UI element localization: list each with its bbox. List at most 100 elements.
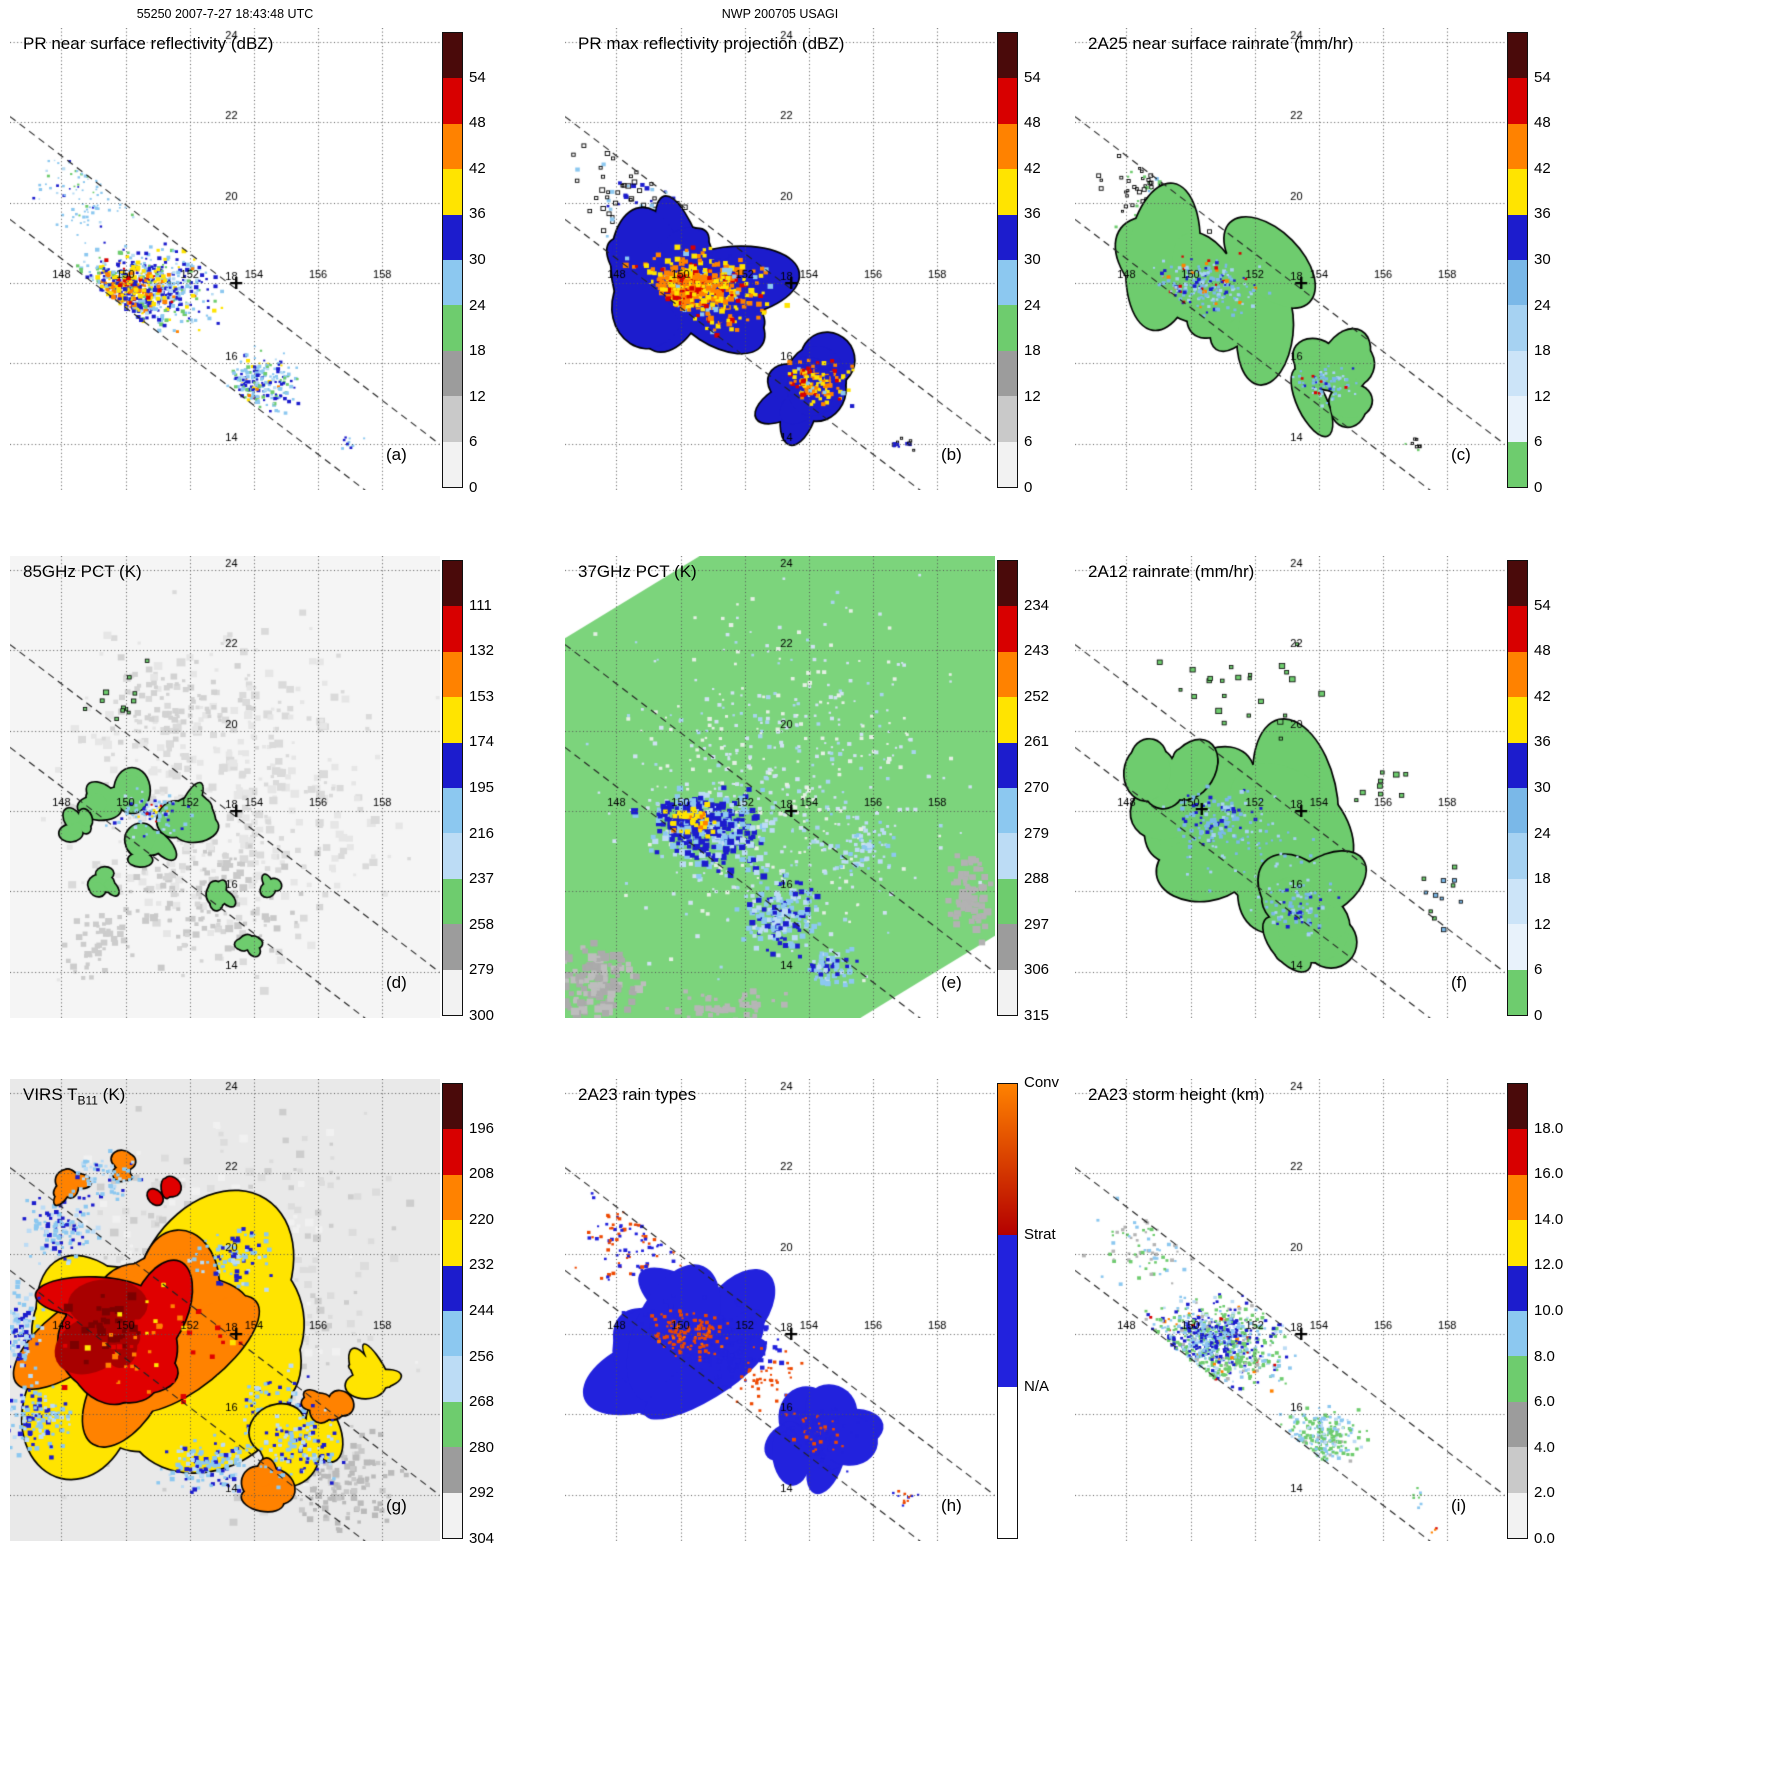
colorbar-tick-label: 243 <box>1024 642 1050 660</box>
panel-h-title: 2A23 rain types <box>578 1085 697 1104</box>
colorbar-tick-label: 306 <box>1024 961 1050 979</box>
colorbar-segment <box>1508 878 1527 925</box>
colorbar-segment <box>998 123 1017 170</box>
panel-d-colorbar <box>442 560 463 1016</box>
colorbar-segment <box>443 788 462 834</box>
colorbar-tick-label: 30 <box>1024 251 1041 268</box>
panel-a-colorbar <box>442 32 463 488</box>
panel-g-letter: (g) <box>386 1496 407 1515</box>
colorbar-tick-label: 292 <box>469 1484 495 1502</box>
colorbar-tick-label: 18 <box>1024 342 1041 360</box>
colorbar-tick-label: 18 <box>1534 342 1551 360</box>
colorbar-tick-label: 42 <box>469 159 486 177</box>
colorbar-segment <box>998 969 1017 1016</box>
panel-d-title: 85GHz PCT (K) <box>23 562 142 581</box>
colorbar-tick-label: 18.0 <box>1534 1119 1564 1137</box>
colorbar-tick-label: 54 <box>469 68 486 86</box>
colorbar-tick-label: 0.0 <box>1534 1530 1555 1547</box>
colorbar-tick-label: 54 <box>1534 596 1551 614</box>
panel-g-colorbar <box>442 1083 463 1539</box>
colorbar-tick-label: 42 <box>1024 159 1041 177</box>
colorbar-segment <box>443 651 462 698</box>
panel-g-title-subscript: B11 <box>77 1093 98 1108</box>
colorbar-tick-label: 42 <box>1534 687 1551 705</box>
colorbar-segment <box>1508 1084 1527 1130</box>
colorbar-segment <box>998 878 1017 925</box>
colorbar-segment <box>998 396 1017 442</box>
colorbar-segment <box>998 833 1017 879</box>
colorbar-tick-label: Conv <box>1024 1074 1060 1091</box>
panel-d-map <box>10 556 440 1018</box>
colorbar-tick-label: 12 <box>469 387 486 405</box>
colorbar-tick-label: 288 <box>1024 870 1050 888</box>
colorbar-segment-na <box>998 1386 1017 1538</box>
colorbar-tick-label: 220 <box>469 1210 495 1228</box>
colorbar-segment <box>443 1174 462 1221</box>
colorbar-tick-label: 36 <box>1534 733 1551 751</box>
colorbar-tick-label: 2.0 <box>1534 1484 1555 1502</box>
colorbar-segment <box>998 742 1017 789</box>
colorbar-segment <box>1508 1447 1527 1493</box>
colorbar-tick-label: 42 <box>1534 159 1551 177</box>
colorbar-segment <box>443 214 462 261</box>
colorbar-segment <box>443 396 462 442</box>
colorbar-segment <box>443 123 462 170</box>
panel-i-title: 2A23 storm height (km) <box>1088 1085 1265 1104</box>
colorbar-segment <box>443 441 462 488</box>
colorbar-tick-label: 0 <box>1024 479 1033 496</box>
panel-g-title-prefix: VIRS T <box>23 1085 78 1104</box>
panel-b-colorbar <box>997 32 1018 488</box>
colorbar-segment <box>443 1356 462 1402</box>
panel-e-colorbar <box>997 560 1018 1016</box>
colorbar-tick-label: 48 <box>1534 642 1551 660</box>
colorbar-segment <box>443 1265 462 1312</box>
panel-g-title: VIRS TB11 (K) <box>23 1085 125 1107</box>
panel-g-map <box>10 1079 440 1541</box>
colorbar-tick-label: 6 <box>1534 433 1543 451</box>
colorbar-tick-label: 4.0 <box>1534 1438 1555 1456</box>
colorbar-segment <box>1508 742 1527 789</box>
colorbar-segment <box>998 651 1017 698</box>
colorbar-tick-label: 14.0 <box>1534 1210 1564 1228</box>
panel-a-title: PR near surface reflectivity (dBZ) <box>23 34 274 53</box>
colorbar-tick-label: 234 <box>1024 596 1050 614</box>
colorbar-tick-label: 256 <box>469 1347 495 1365</box>
panel-a-map <box>10 28 440 490</box>
figure-header-left: 55250 2007-7-27 18:43:48 UTC <box>136 7 314 21</box>
colorbar-segment <box>443 924 462 970</box>
colorbar-tick-label: 261 <box>1024 733 1050 751</box>
colorbar-tick-label: 297 <box>1024 915 1050 933</box>
colorbar-segment <box>1508 1129 1527 1175</box>
colorbar-tick-label: 36 <box>1024 205 1041 223</box>
colorbar-segment <box>443 742 462 789</box>
panel-f-colorbar <box>1507 560 1528 1016</box>
colorbar-tick-label: 36 <box>1534 205 1551 223</box>
colorbar-segment <box>1508 123 1527 170</box>
colorbar-segment <box>443 697 462 743</box>
colorbar-segment <box>998 788 1017 834</box>
panel-e-map <box>565 556 995 1018</box>
colorbar-tick-label: 111 <box>469 596 492 614</box>
colorbar-segment <box>443 561 462 607</box>
colorbar-segment <box>1508 924 1527 970</box>
colorbar-segment <box>1508 1492 1527 1539</box>
colorbar-tick-label: 315 <box>1024 1007 1050 1024</box>
panel-h-letter: (h) <box>941 1496 962 1515</box>
colorbar-segment <box>1508 441 1527 488</box>
panel-b: PR max reflectivity projection (dBZ) (b)… <box>565 28 1110 558</box>
panel-f-title: 2A12 rainrate (mm/hr) <box>1088 562 1255 581</box>
colorbar-segment <box>443 169 462 215</box>
colorbar-tick-label: 0 <box>1534 479 1543 496</box>
colorbar-segment <box>443 350 462 397</box>
colorbar-tick-label: 0 <box>469 479 478 496</box>
colorbar-segment <box>998 441 1017 488</box>
colorbar-segment <box>443 606 462 652</box>
colorbar-segment <box>443 1084 462 1130</box>
colorbar-tick-label: 195 <box>469 779 495 796</box>
colorbar-tick-label: 12 <box>1534 915 1551 933</box>
panel-h-map <box>565 1079 995 1541</box>
panel-i-map <box>1075 1079 1505 1541</box>
colorbar-tick-label: 6 <box>1534 961 1543 979</box>
colorbar-segment <box>1508 606 1527 652</box>
colorbar-tick-label: 6 <box>1024 433 1033 451</box>
